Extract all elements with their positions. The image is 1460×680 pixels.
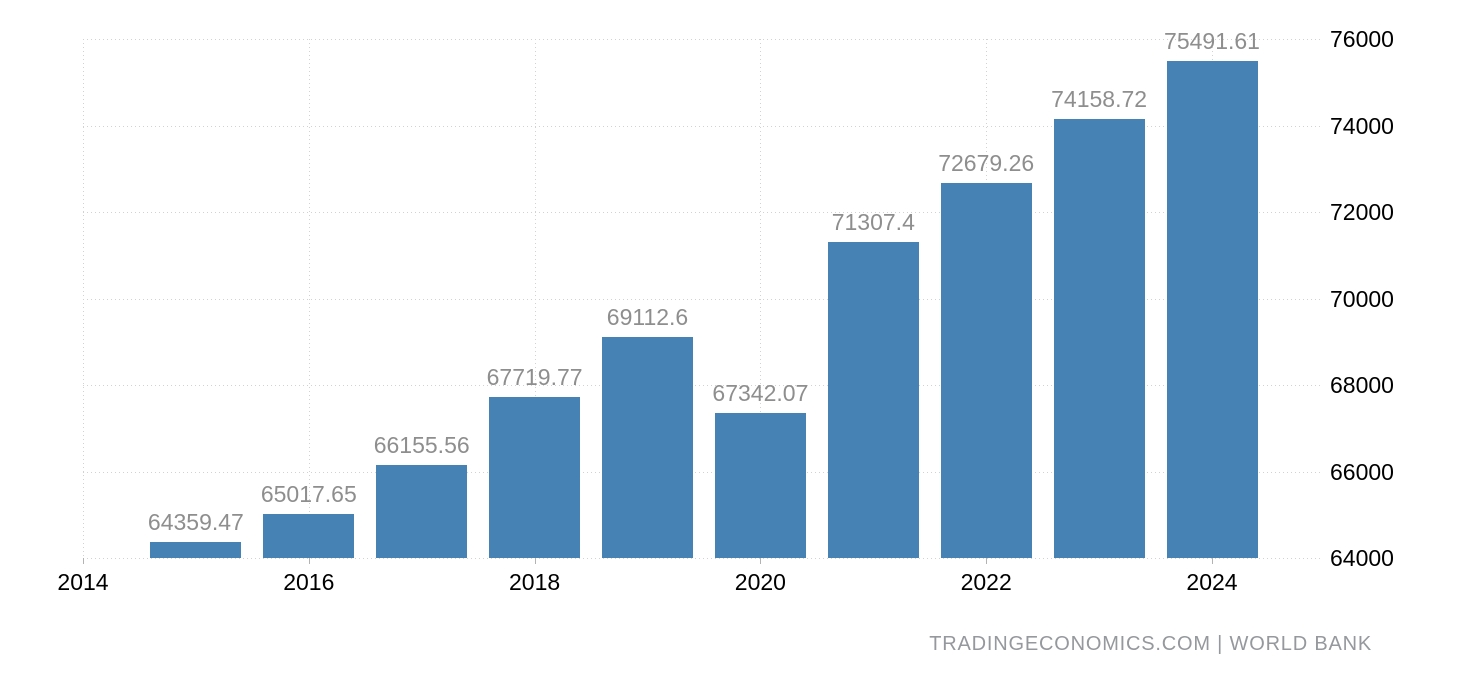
bar[interactable] — [489, 397, 581, 558]
y-axis-tick-label: 64000 — [1330, 545, 1394, 571]
y-axis-tick-label: 70000 — [1330, 285, 1394, 312]
x-gridline — [534, 39, 536, 558]
x-gridline — [760, 39, 762, 558]
bar[interactable] — [150, 542, 242, 558]
x-axis-tick-label: 2014 — [57, 569, 109, 595]
bar-value-label: 66155.56 — [373, 431, 470, 458]
y-gridline — [83, 39, 1323, 40]
x-gridline — [308, 39, 310, 558]
attribution: TRADINGECONOMICS.COM | WORLD BANK — [929, 631, 1372, 657]
bar[interactable] — [827, 241, 919, 558]
x-axis-tick — [1212, 558, 1213, 564]
bar[interactable] — [376, 464, 468, 558]
x-axis-tick-label: 2018 — [509, 569, 561, 595]
x-axis-tick-label: 2020 — [734, 569, 786, 595]
x-gridline — [83, 39, 84, 558]
bar-value-label: 75491.61 — [1164, 27, 1260, 54]
x-axis-tick-label: 2024 — [1186, 569, 1238, 595]
y-axis-tick-label: 74000 — [1330, 112, 1394, 139]
bar-value-label: 67719.77 — [486, 364, 583, 391]
x-axis-tick — [986, 558, 988, 564]
bar-value-label: 74158.72 — [1051, 85, 1148, 112]
y-gridline — [83, 558, 1323, 559]
y-axis-tick-label: 68000 — [1330, 372, 1394, 398]
bar-value-label: 67342.07 — [712, 380, 809, 407]
bar[interactable] — [1166, 60, 1258, 558]
bar-value-label: 65017.65 — [260, 480, 357, 507]
x-axis-tick — [83, 558, 84, 564]
y-gridline — [83, 125, 1323, 127]
x-axis-tick-label: 2022 — [960, 569, 1012, 595]
bar-value-label: 64359.47 — [147, 509, 244, 536]
x-axis-tick — [534, 558, 536, 564]
bar-value-label: 72679.26 — [938, 149, 1035, 176]
x-axis-tick-label: 2016 — [283, 569, 335, 595]
y-gridline — [83, 212, 1323, 213]
bar[interactable] — [263, 513, 355, 558]
y-axis-tick-label: 66000 — [1330, 458, 1394, 485]
y-gridline — [83, 471, 1323, 473]
y-axis-tick-label: 76000 — [1330, 26, 1394, 52]
y-gridline — [83, 385, 1323, 386]
x-axis-tick — [308, 558, 310, 564]
x-axis-tick — [760, 558, 762, 564]
bar[interactable] — [714, 413, 806, 558]
bar-value-label: 69112.6 — [606, 303, 689, 330]
attribution-text: TRADINGECONOMICS.COM | WORLD BANK — [929, 633, 1372, 655]
bar[interactable] — [1053, 118, 1145, 558]
y-gridline — [83, 298, 1323, 300]
y-axis-tick-label: 72000 — [1330, 199, 1394, 225]
bar[interactable] — [602, 336, 693, 558]
bar-value-label: 71307.4 — [831, 208, 915, 235]
bar[interactable] — [940, 182, 1032, 558]
